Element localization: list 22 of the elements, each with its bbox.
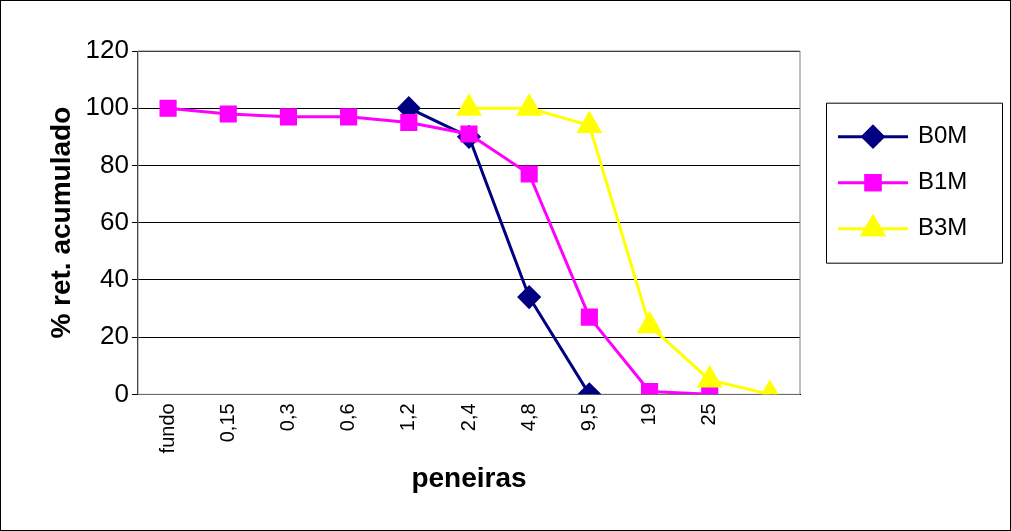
x-tick-label: 25 (697, 403, 720, 426)
x-tick-label: fundo (155, 403, 178, 454)
legend-label: B1M (918, 167, 968, 195)
x-tick-label: 4,8 (516, 403, 539, 432)
y-tick-label: 0 (114, 377, 129, 408)
y-tick-label: 60 (100, 205, 129, 236)
y-axis-title: % ret. acumulado (44, 106, 76, 339)
y-tick-label: 120 (85, 34, 129, 65)
x-tick-label: 19 (637, 403, 660, 426)
x-axis-title: peneiras (411, 461, 527, 493)
y-tick-label: 40 (100, 263, 129, 294)
x-tick-label: 9,5 (576, 403, 599, 432)
x-tick-label: 0,3 (275, 403, 298, 432)
y-tick-label: 100 (85, 91, 129, 122)
y-tick-label: 80 (100, 148, 129, 179)
y-tick-label: 20 (100, 320, 129, 351)
legend-label: B3M (918, 213, 968, 241)
x-tick-label: 0,15 (215, 403, 238, 443)
x-tick-label: 0,6 (336, 403, 359, 432)
x-tick-label: 2,4 (456, 403, 479, 432)
x-tick-label: 1,2 (396, 403, 419, 432)
legend-label: B0M (918, 121, 968, 149)
